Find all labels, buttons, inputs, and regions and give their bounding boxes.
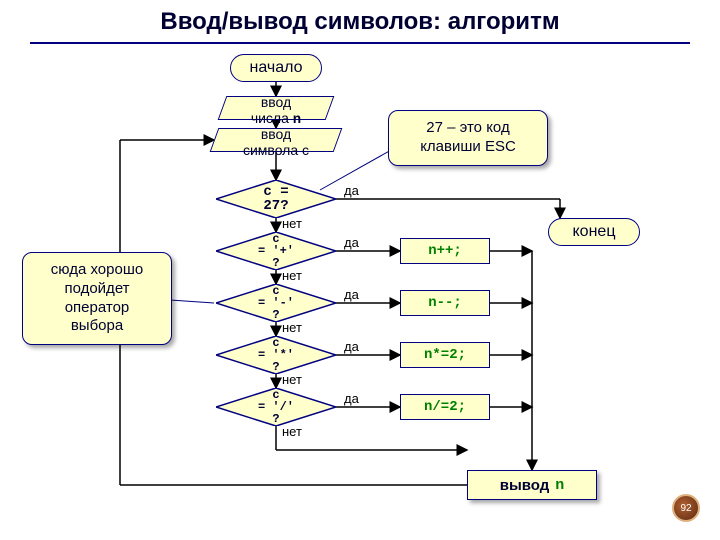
decision-minus: c= '-'? — [216, 284, 336, 322]
output-var: n — [555, 477, 564, 494]
process-mul: n*=2; — [400, 342, 490, 368]
page-number-badge: 92 — [672, 494, 700, 522]
callout-switch: сюда хорошоподойдетоператорвыбора — [22, 252, 172, 345]
io-input-n-label: ввод числа n — [218, 94, 334, 128]
callout-esc: 27 – это кодклавиши ESC — [388, 110, 548, 166]
terminal-start-label: начало — [249, 59, 302, 77]
process-div: n/=2; — [400, 394, 490, 420]
terminal-end: конец — [548, 218, 640, 246]
page-title: Ввод/вывод символов: алгоритм — [0, 8, 720, 36]
output-n: вывод n — [467, 470, 597, 500]
decision-star-label: c= '*'? — [216, 336, 336, 374]
label-no-1: нет — [282, 216, 302, 231]
decision-star: c= '*'? — [216, 336, 336, 374]
output-keyword: вывод — [500, 477, 550, 494]
process-inc: n++; — [400, 238, 490, 264]
label-yes-1: да — [344, 183, 359, 198]
decision-c27: c =27? — [216, 180, 336, 218]
decision-slash-label: c= '/'? — [216, 388, 336, 426]
io-input-n-line2: числа n — [251, 110, 301, 126]
callout-esc-text: 27 – это кодклавиши ESC — [420, 119, 516, 155]
label-yes-5: да — [344, 391, 359, 406]
title-underline — [30, 42, 690, 44]
decision-c27-label: c =27? — [216, 180, 336, 218]
decision-minus-label: c= '-'? — [216, 284, 336, 322]
label-yes-3: да — [344, 287, 359, 302]
io-input-c-line1: ввод — [261, 126, 291, 142]
label-no-3: нет — [282, 320, 302, 335]
label-yes-2: да — [344, 235, 359, 250]
label-yes-4: да — [344, 339, 359, 354]
io-input-c-line2: символа c — [243, 142, 309, 158]
label-no-2: нет — [282, 268, 302, 283]
terminal-end-label: конец — [573, 223, 616, 241]
io-input-c-label: ввод символа c — [210, 126, 342, 158]
page-number: 92 — [680, 503, 691, 514]
terminal-start: начало — [230, 54, 322, 82]
process-dec: n--; — [400, 290, 490, 316]
io-input-n-line1: ввод — [261, 94, 291, 110]
decision-plus: c= '+'? — [216, 232, 336, 270]
callout-switch-text: сюда хорошоподойдетоператорвыбора — [51, 261, 143, 334]
decision-plus-label: c= '+'? — [216, 232, 336, 270]
decision-slash: c= '/'? — [216, 388, 336, 426]
label-no-5: нет — [282, 424, 302, 439]
label-no-4: нет — [282, 372, 302, 387]
